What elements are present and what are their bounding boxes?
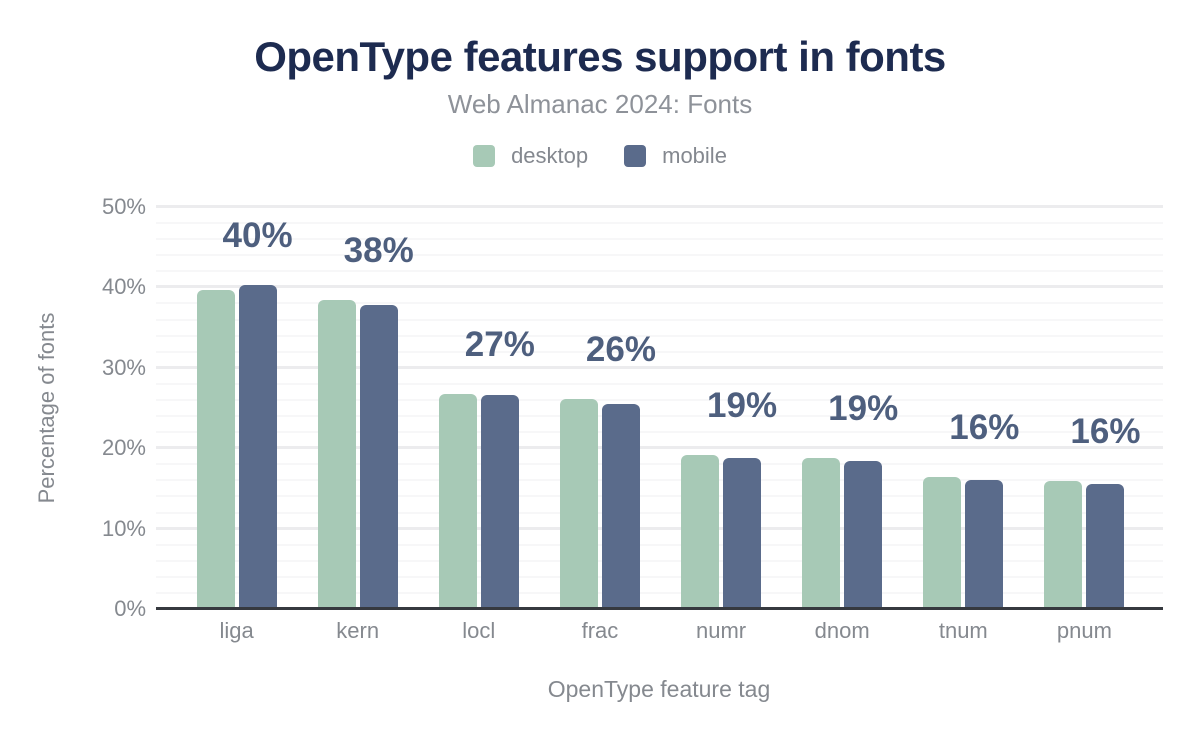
- x-axis-title: OpenType feature tag: [547, 676, 771, 702]
- gridline-minor: [156, 431, 1163, 434]
- legend-label: desktop: [511, 143, 589, 168]
- gridline-minor: [156, 382, 1163, 385]
- gridline-major: [156, 365, 1163, 369]
- gridline-minor: [156, 238, 1163, 241]
- bar-group-pnum: 16% pnum: [1024, 207, 1145, 642]
- bar-mobile-tnum: [965, 479, 1004, 609]
- gridline-minor: [156, 591, 1163, 594]
- bar-value-label-tnum: 16%: [949, 408, 1020, 448]
- legend-label: mobile: [662, 143, 727, 168]
- x-tick-label-tnum: tnum: [938, 618, 988, 643]
- y-tick-label: 50%: [101, 194, 146, 219]
- x-tick-label-pnum: pnum: [1056, 618, 1112, 643]
- x-tick-label-dnom: dnom: [814, 618, 870, 643]
- bar-mobile-locl: [480, 395, 519, 609]
- gridline-minor: [156, 270, 1163, 273]
- gridline-major: [156, 285, 1163, 289]
- chart-title: OpenType features support in fonts: [254, 33, 946, 80]
- bar-mobile-numr: [723, 457, 762, 609]
- y-axis-ticks: 0% 10% 20% 30% 40% 50%: [0, 196, 146, 620]
- bars-layer: 40% liga 38% kern 27% locl 26% frac 19% numr 19% dn…: [176, 207, 1145, 642]
- bar-group-dnom: 19% dnom: [782, 207, 903, 642]
- bar-value-label-numr: 19%: [707, 386, 778, 426]
- bar-mobile-dnom: [844, 461, 883, 609]
- bar-value-label-kern: 38%: [343, 231, 414, 271]
- legend-swatch-desktop: [473, 145, 496, 167]
- bar-group-kern: 38% kern: [297, 207, 418, 642]
- bar-desktop-frac: [559, 399, 598, 609]
- legend-item-mobile[interactable]: mobile: [624, 143, 727, 169]
- gridline-minor: [156, 463, 1163, 466]
- y-tick-label: 20%: [101, 435, 146, 461]
- gridline-minor: [156, 254, 1163, 257]
- y-tick-label: 40%: [101, 274, 146, 300]
- bar-value-label-dnom: 19%: [828, 388, 899, 428]
- bar-value-label-pnum: 16%: [1070, 412, 1141, 452]
- bar-group-liga: 40% liga: [176, 207, 297, 642]
- gridline-minor: [156, 511, 1163, 514]
- x-tick-label-kern: kern: [336, 618, 380, 643]
- x-tick-label-locl: locl: [462, 618, 496, 643]
- bar-value-label-frac: 26%: [585, 330, 656, 370]
- gridline-minor: [156, 334, 1163, 337]
- gridline-minor: [156, 479, 1163, 482]
- gridline-minor: [156, 575, 1163, 578]
- bar-mobile-pnum: [1086, 483, 1125, 609]
- bar-desktop-numr: [681, 455, 720, 609]
- y-tick-label: 0%: [114, 596, 146, 621]
- bar-mobile-kern: [359, 305, 398, 609]
- y-tick-label: 30%: [101, 354, 146, 380]
- x-axis-baseline: [156, 607, 1163, 610]
- legend: desktop mobile: [0, 143, 1200, 169]
- bar-mobile-frac: [601, 403, 640, 609]
- bar-desktop-tnum: [923, 477, 962, 609]
- bar-value-label-locl: 27%: [464, 324, 535, 364]
- legend-item-desktop[interactable]: desktop: [473, 143, 588, 169]
- bar-desktop-kern: [317, 300, 356, 609]
- gridline-minor: [156, 495, 1163, 498]
- gridline-minor: [156, 318, 1163, 321]
- gridline-minor: [156, 302, 1163, 305]
- gridline-major: [156, 526, 1163, 530]
- bar-group-locl: 27% locl: [418, 207, 539, 642]
- bar-mobile-liga: [238, 285, 277, 609]
- bar-group-numr: 19% numr: [661, 207, 782, 642]
- bar-group-frac: 26% frac: [539, 207, 660, 642]
- bar-desktop-pnum: [1044, 481, 1083, 609]
- chart-subtitle: Web Almanac 2024: Fonts: [447, 89, 753, 119]
- gridline-minor: [156, 350, 1163, 353]
- legend-swatch-mobile: [624, 145, 647, 167]
- gridline-major: [156, 446, 1163, 450]
- x-tick-label-liga: liga: [219, 618, 254, 643]
- gridline-minor: [156, 415, 1163, 418]
- x-tick-label-frac: frac: [581, 618, 619, 643]
- gridline-major: [156, 205, 1163, 208]
- bar-value-label-liga: 40%: [222, 216, 293, 255]
- plot-area: 40% liga 38% kern 27% locl 26% frac 19% numr 19% dn…: [156, 205, 1163, 642]
- bar-group-tnum: 16% tnum: [903, 207, 1024, 642]
- gridline-minor: [156, 222, 1163, 225]
- bar-desktop-dnom: [802, 457, 841, 609]
- gridline-minor: [156, 543, 1163, 546]
- gridline-minor: [156, 398, 1163, 401]
- bar-desktop-locl: [438, 393, 477, 609]
- gridline-minor: [156, 559, 1163, 562]
- y-tick-label: 10%: [101, 515, 146, 541]
- x-tick-label-numr: numr: [696, 618, 747, 643]
- bar-desktop-liga: [196, 289, 235, 609]
